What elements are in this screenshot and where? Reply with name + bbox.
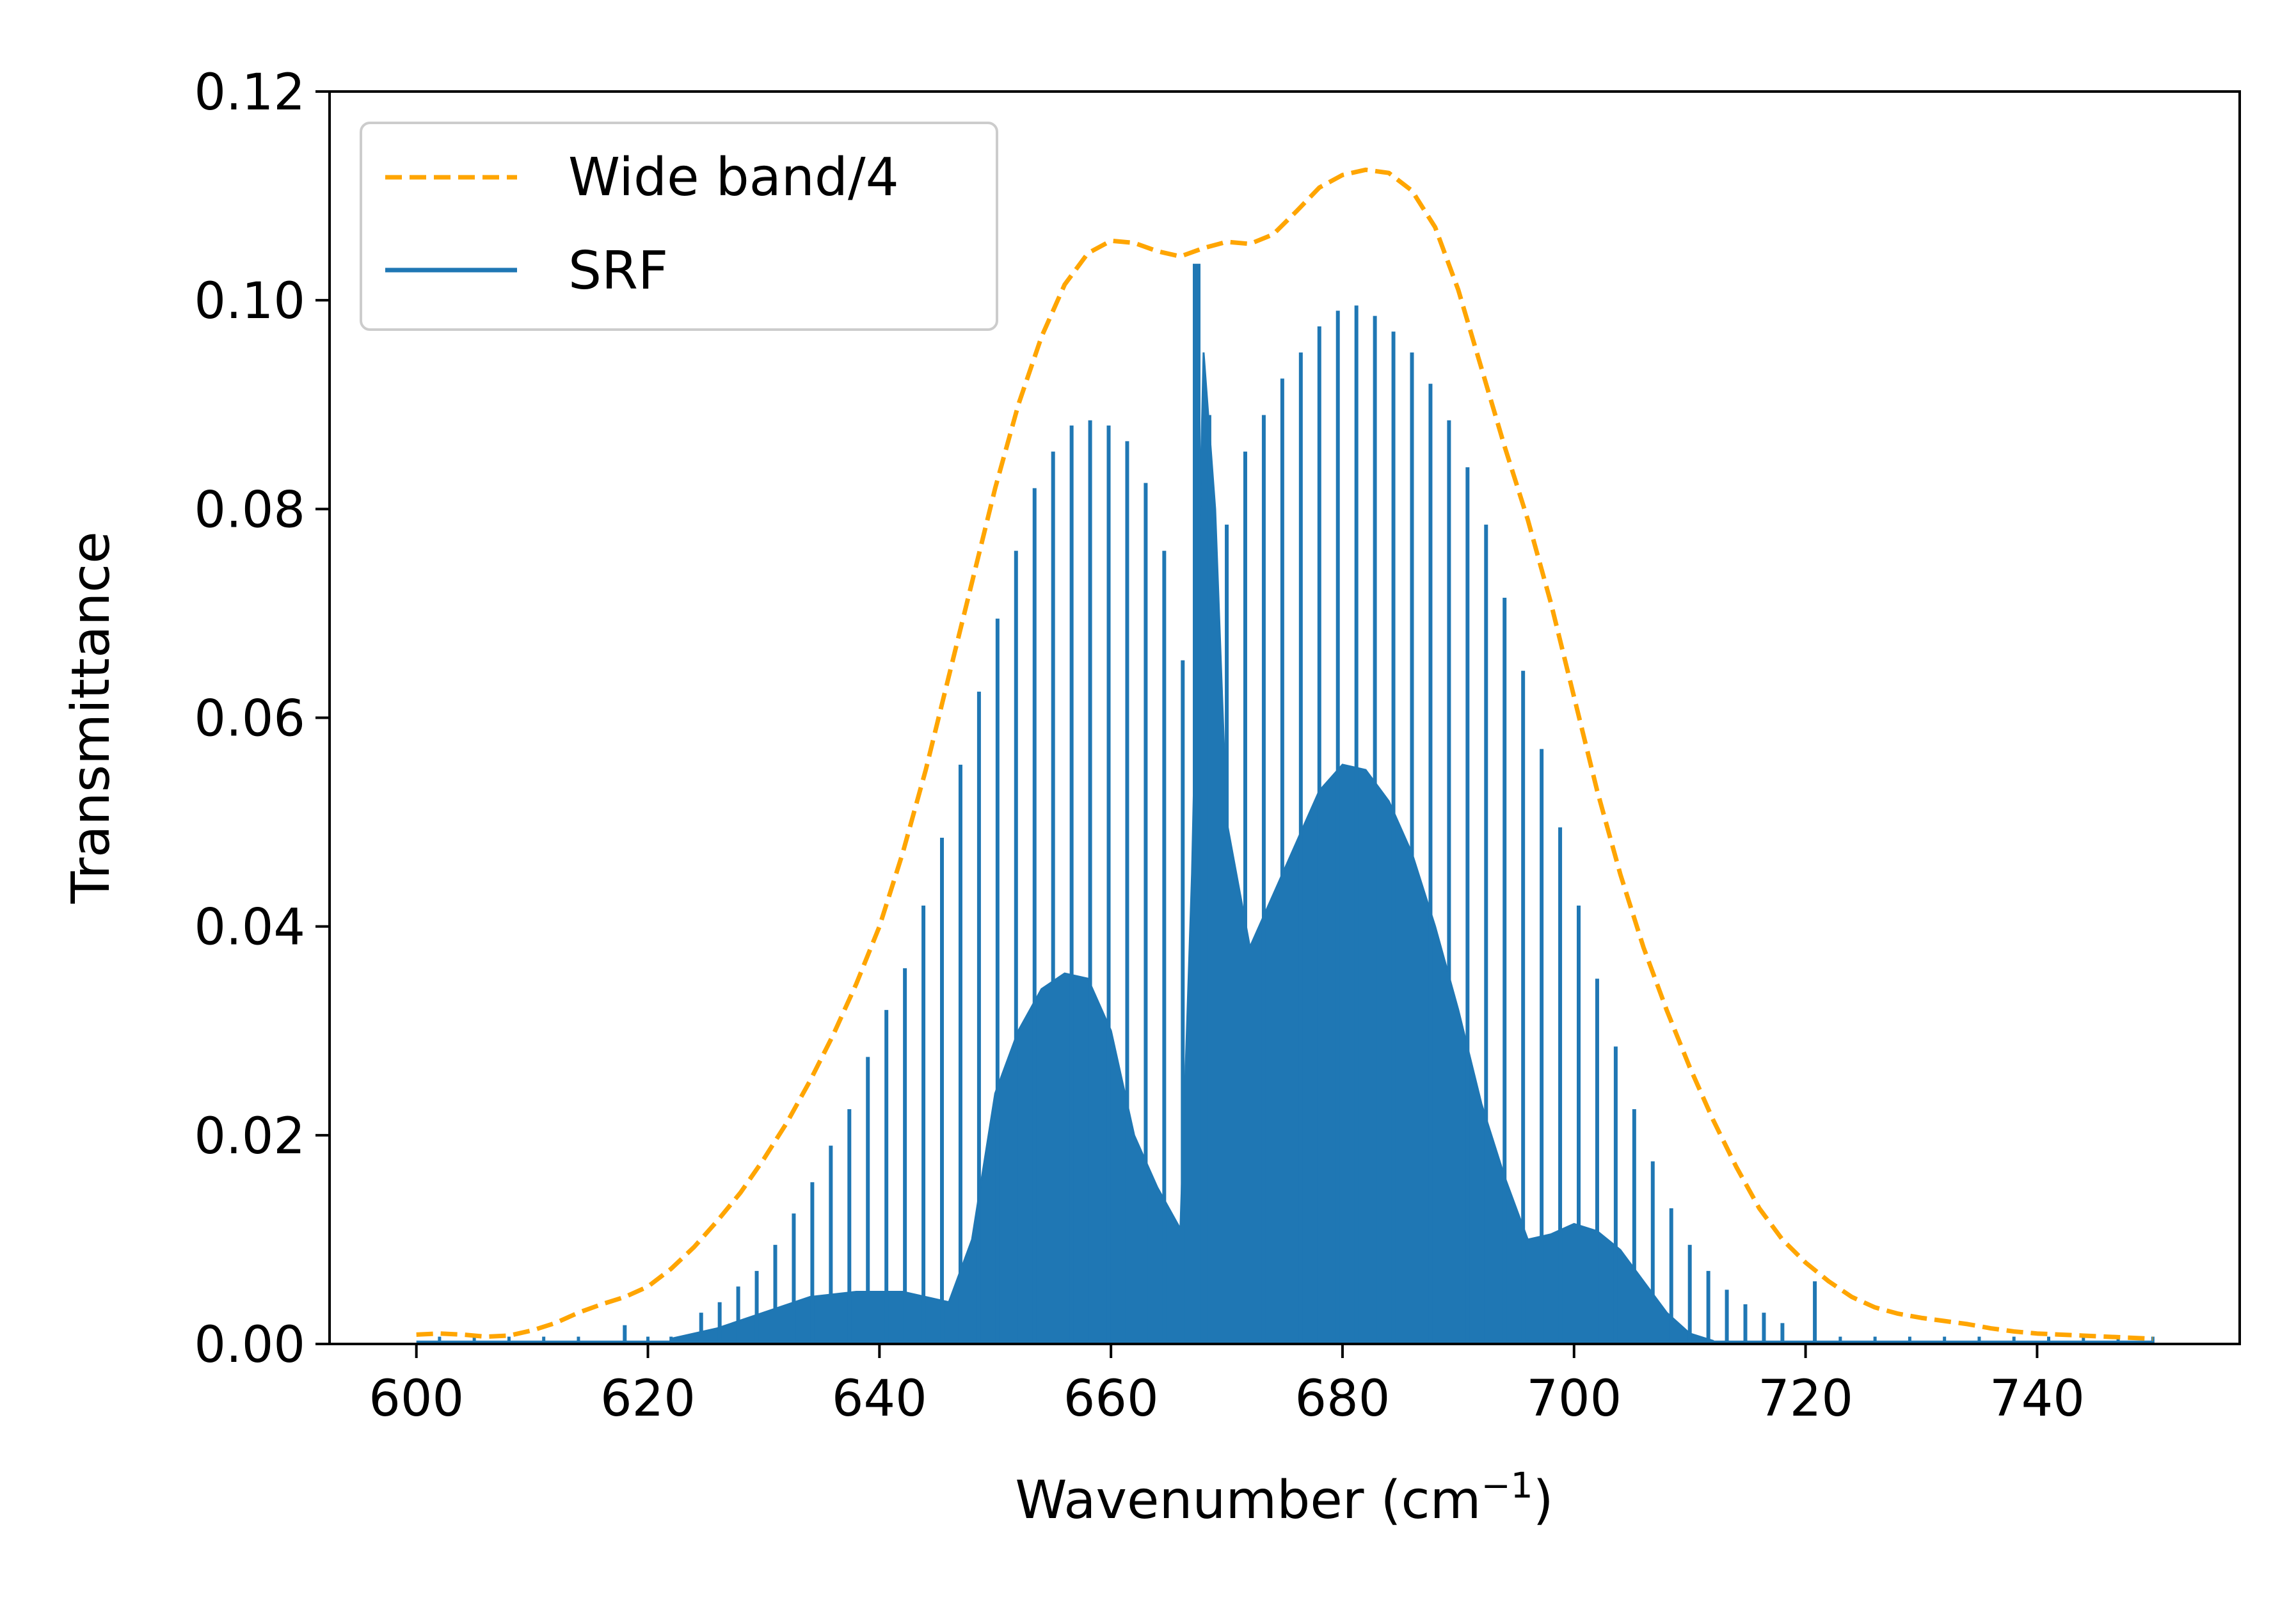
x-tick-label: 620 bbox=[600, 1370, 696, 1428]
y-tick-label: 0.10 bbox=[194, 273, 305, 330]
y-tick-label: 0.00 bbox=[194, 1316, 305, 1374]
legend-label-srf: SRF bbox=[568, 241, 668, 301]
x-tick-label: 700 bbox=[1526, 1370, 1622, 1428]
x-tick-label: 660 bbox=[1064, 1370, 1159, 1428]
y-tick-label: 0.06 bbox=[194, 691, 305, 748]
x-tick-label: 680 bbox=[1295, 1370, 1391, 1428]
wide-band-series bbox=[416, 167, 2153, 1341]
y-axis-ticks: 0.00 0.02 0.04 0.06 0.08 0.10 0.12 bbox=[194, 64, 330, 1374]
legend-box bbox=[360, 122, 998, 331]
x-axis-ticks: 600 620 640 660 680 700 720 740 bbox=[369, 1344, 2085, 1428]
x-axis-label-superscript: −1 bbox=[1481, 1465, 1533, 1506]
y-tick-label: 0.02 bbox=[194, 1108, 305, 1165]
legend: Wide band/4 SRF bbox=[360, 122, 998, 331]
srf-envelope bbox=[670, 352, 1714, 1344]
x-tick-label: 740 bbox=[1989, 1370, 2085, 1428]
x-tick-label: 600 bbox=[369, 1370, 464, 1428]
y-tick-label: 0.04 bbox=[194, 899, 305, 957]
y-tick-label: 0.08 bbox=[194, 481, 305, 539]
y-tick-label: 0.12 bbox=[194, 64, 305, 122]
plot-area bbox=[416, 167, 2155, 1344]
legend-label-wide-band: Wide band/4 bbox=[568, 147, 899, 208]
wide-band-line bbox=[416, 167, 2153, 1341]
y-axis-label: Transmittance bbox=[61, 531, 122, 904]
x-axis-label: Wavenumber (cm−1) bbox=[1015, 1465, 1553, 1531]
x-tick-label: 720 bbox=[1758, 1370, 1853, 1428]
srf-series bbox=[416, 264, 2155, 1344]
x-tick-label: 640 bbox=[832, 1370, 927, 1428]
